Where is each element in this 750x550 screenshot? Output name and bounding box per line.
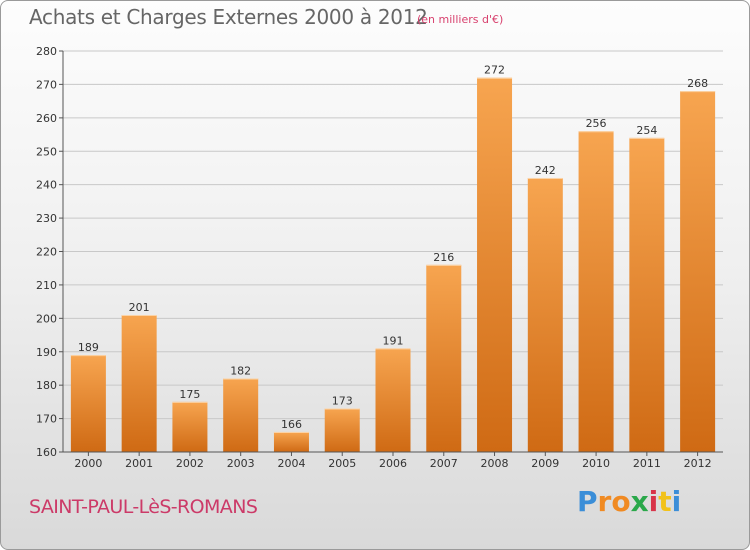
axes: [62, 51, 723, 453]
x-tick-label: 2000: [74, 457, 102, 470]
city-name: SAINT-PAUL-LèS-ROMANS: [29, 496, 258, 518]
data-label: 256: [586, 117, 607, 130]
y-tick-label: 220: [36, 246, 57, 259]
y-tick-label: 240: [36, 179, 57, 192]
y-tick-label: 250: [36, 145, 57, 158]
bar: [477, 77, 513, 452]
y-tick-label: 190: [36, 346, 57, 359]
x-tick-label: 2010: [582, 457, 610, 470]
data-label: 272: [484, 64, 505, 77]
proxiti-logo: Proxiti: [577, 485, 681, 518]
bars: [70, 77, 716, 452]
bar: [426, 264, 462, 452]
bar: [223, 378, 259, 452]
data-label: 189: [78, 341, 99, 354]
data-label: 216: [433, 251, 454, 264]
chart-title: Achats et Charges Externes 2000 à 2012: [29, 5, 428, 29]
data-label: 242: [535, 164, 556, 177]
data-label: 268: [687, 77, 708, 90]
data-label: 175: [179, 388, 200, 401]
logo-letter: o: [611, 485, 631, 518]
x-tick-label: 2007: [430, 457, 458, 470]
y-tick-label: 260: [36, 112, 57, 125]
data-label: 173: [332, 395, 353, 408]
bar: [121, 314, 157, 452]
logo-letter: x: [630, 485, 649, 518]
logo-letter: i: [671, 485, 682, 518]
bar: [578, 131, 614, 452]
x-axis-ticks: 2000 2001 2002 2003 2004 2005 2006 2007 2008 2009…: [74, 452, 712, 470]
data-label: 201: [129, 301, 150, 314]
y-tick-label: 230: [36, 212, 57, 225]
y-tick-label: 280: [36, 45, 57, 58]
bar: [70, 355, 106, 452]
x-tick-label: 2003: [227, 457, 255, 470]
data-labels: 189 201 175 182 166 173 191 216 272 242 256 254 268: [78, 64, 708, 431]
logo-letter: P: [577, 485, 598, 518]
bar: [324, 408, 360, 452]
bar: [375, 348, 411, 452]
bar: [680, 91, 716, 452]
x-tick-label: 2008: [481, 457, 509, 470]
logo-letter: t: [658, 485, 672, 518]
y-tick-label: 270: [36, 78, 57, 91]
bar: [527, 177, 563, 452]
data-label: 182: [230, 364, 251, 377]
bar: [629, 137, 665, 452]
data-label: 191: [383, 334, 404, 347]
logo-letter: r: [597, 485, 612, 518]
x-tick-label: 2009: [531, 457, 559, 470]
y-axis-ticks: 160 170 180 190 200 210 220 230 240 250 260 270 280: [36, 45, 63, 459]
data-label: 166: [281, 418, 302, 431]
x-tick-label: 2002: [176, 457, 204, 470]
y-tick-label: 210: [36, 279, 57, 292]
y-tick-label: 200: [36, 312, 57, 325]
y-tick-label: 170: [36, 413, 57, 426]
x-tick-label: 2004: [277, 457, 305, 470]
x-tick-label: 2011: [633, 457, 661, 470]
x-tick-label: 2001: [125, 457, 153, 470]
y-tick-label: 180: [36, 379, 57, 392]
x-tick-label: 2005: [328, 457, 356, 470]
x-tick-label: 2006: [379, 457, 407, 470]
x-tick-label: 2012: [684, 457, 712, 470]
data-label: 254: [636, 124, 657, 137]
bar: [172, 401, 208, 452]
y-tick-label: 160: [36, 446, 57, 459]
logo-letter: i: [648, 485, 659, 518]
bar: [273, 431, 309, 452]
chart-unit: (en milliers d'€): [417, 13, 504, 26]
